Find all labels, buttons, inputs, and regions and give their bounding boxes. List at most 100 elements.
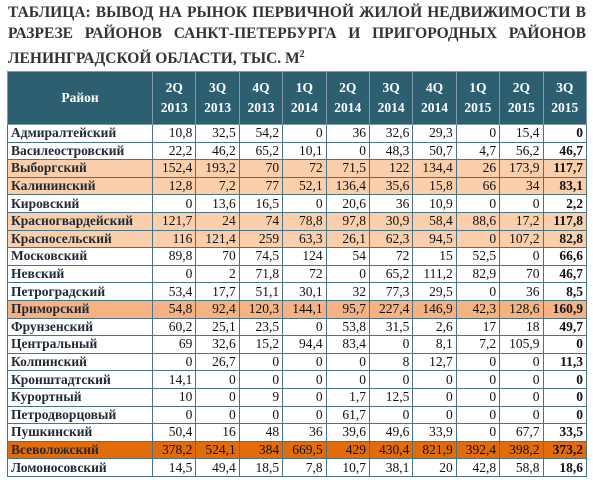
title-text: ТАБЛИЦА: ВЫВОД НА РЫНОК ПЕРВИЧНОЙ ЖИЛОЙ … (8, 4, 586, 68)
cell-value: 17,7 (195, 282, 240, 301)
cell-value: 97,8 (325, 211, 370, 231)
cell-value: 0 (195, 370, 240, 389)
district-name: Калининский (7, 176, 153, 196)
cell-value: 0 (282, 352, 327, 372)
district-name: Пушкинский (7, 423, 153, 442)
cell-value: 0 (282, 317, 327, 337)
cell-value: 54,2 (238, 124, 284, 143)
cell-value: 54 (325, 247, 370, 266)
cell-value: 32,6 (195, 335, 240, 354)
cell-value: 52,1 (282, 176, 327, 196)
table-row: Выборгский 152,4 193,2 70 72 71,5 122 134,4 26 17… (7, 159, 588, 178)
cell-value: 0 (455, 405, 501, 425)
table-row: Калининский 12,8 7,2 77 52,1 136,4 35,6 15,8 66 3… (7, 176, 588, 196)
column-year: 2014 (421, 100, 449, 115)
district-name: Красногвардейский (7, 211, 153, 231)
cell-value: 49,7 (542, 317, 588, 337)
cell-value: 53,8 (325, 317, 370, 337)
table-row: Приморский 54,8 92,4 120,3 144,1 95,7 227,4 146… (7, 299, 588, 319)
cell-value: 429 (325, 440, 370, 460)
cell-value: 92,4 (195, 299, 240, 319)
cell-value: 0 (542, 335, 588, 354)
column-year: 2013 (247, 100, 275, 115)
district-name: Приморский (7, 299, 153, 319)
cell-value: 66,6 (542, 247, 588, 266)
cell-value: 49,6 (368, 423, 414, 442)
table-row: Курортный 10 0 9 0 1,7 12,5 0 0 0 0 (7, 387, 588, 407)
cell-value: 30,1 (282, 282, 327, 301)
cell-value: 0 (455, 124, 501, 143)
district-name: Красносельский (7, 229, 153, 249)
cell-value: 0 (412, 405, 457, 425)
cell-value: 89,8 (151, 247, 197, 266)
cell-value: 116 (151, 229, 197, 249)
cell-value: 669,5 (282, 440, 327, 460)
cell-value: 94,4 (282, 335, 327, 354)
cell-value: 48 (238, 423, 284, 442)
cell-value: 7,2 (455, 335, 501, 354)
cell-value: 0 (499, 194, 544, 213)
district-name: Центральный (7, 335, 153, 354)
cell-value: 124 (282, 247, 327, 266)
cell-value: 0 (499, 387, 544, 407)
cell-value: 0 (499, 352, 544, 372)
column-year: 2014 (334, 100, 362, 115)
cell-value: 42,3 (455, 299, 501, 319)
district-name: Выборгский (7, 159, 153, 178)
cell-value: 42,8 (455, 458, 501, 477)
cell-value: 0 (499, 370, 544, 389)
cell-value: 46,2 (195, 141, 240, 161)
header-row: Район 2Q 2013 3Q 2013 4Q 2013 1Q 2014 2Q 2014 3Q 20… (7, 71, 588, 125)
cell-value: 10 (151, 387, 197, 407)
cell-value: 0 (455, 370, 501, 389)
cell-value: 107,2 (499, 229, 544, 249)
district-name: Петроградский (7, 282, 153, 301)
cell-value: 7,8 (282, 458, 327, 477)
cell-value: 430,4 (368, 440, 414, 460)
cell-value: 11,3 (542, 352, 588, 372)
cell-value: 0 (455, 387, 501, 407)
cell-value: 25,1 (195, 317, 240, 337)
cell-value: 70 (195, 247, 240, 266)
cell-value: 14,1 (151, 370, 197, 389)
cell-value: 62,3 (368, 229, 414, 249)
cell-value: 122 (368, 159, 414, 178)
cell-value: 105,9 (499, 335, 544, 354)
cell-value: 32,5 (195, 124, 240, 143)
cell-value: 398,2 (499, 440, 544, 460)
cell-value: 0 (412, 387, 457, 407)
cell-value: 0 (282, 370, 327, 389)
cell-value: 821,9 (412, 440, 457, 460)
cell-value: 33,5 (542, 423, 588, 442)
column-quarter: 4Q (425, 80, 444, 95)
cell-value: 77,3 (368, 282, 414, 301)
column-header: 1Q 2014 (282, 71, 327, 125)
title: ТАБЛИЦА: ВЫВОД НА РЫНОК ПЕРВИЧНОЙ ЖИЛОЙ … (8, 2, 586, 69)
cell-value: 378,2 (151, 440, 197, 460)
cell-value: 58,8 (499, 458, 544, 477)
cell-value: 36 (325, 124, 370, 143)
cell-value: 0 (542, 387, 588, 407)
cell-value: 193,2 (195, 159, 240, 178)
cell-value: 36 (368, 194, 414, 213)
cell-value: 0 (455, 352, 501, 372)
cell-value: 0 (195, 405, 240, 425)
cell-value: 61,7 (325, 405, 370, 425)
cell-value: 72 (282, 264, 327, 284)
column-header: 2Q 2013 (151, 71, 197, 125)
cell-value: 65,2 (368, 264, 414, 284)
cell-value: 0 (282, 405, 327, 425)
cell-value: 58,4 (412, 211, 457, 231)
cell-value: 77 (238, 176, 284, 196)
cell-value: 95,7 (325, 299, 370, 319)
column-header: 4Q 2014 (412, 71, 457, 125)
cell-value: 117,8 (542, 211, 588, 231)
cell-value: 0 (542, 370, 588, 389)
district-name: Ломоносовский (7, 458, 153, 477)
column-year: 2015 (507, 100, 535, 115)
table-row: Фрунзенский 60,2 25,1 23,5 0 53,8 31,5 2,6 17 18 4… (7, 317, 588, 337)
cell-value: 0 (368, 370, 414, 389)
table-row: Петроградский 53,4 17,7 51,1 30,1 32 77,3 29,5 0… (7, 282, 588, 301)
cell-value: 0 (151, 194, 197, 213)
cell-value: 26,1 (325, 229, 370, 249)
